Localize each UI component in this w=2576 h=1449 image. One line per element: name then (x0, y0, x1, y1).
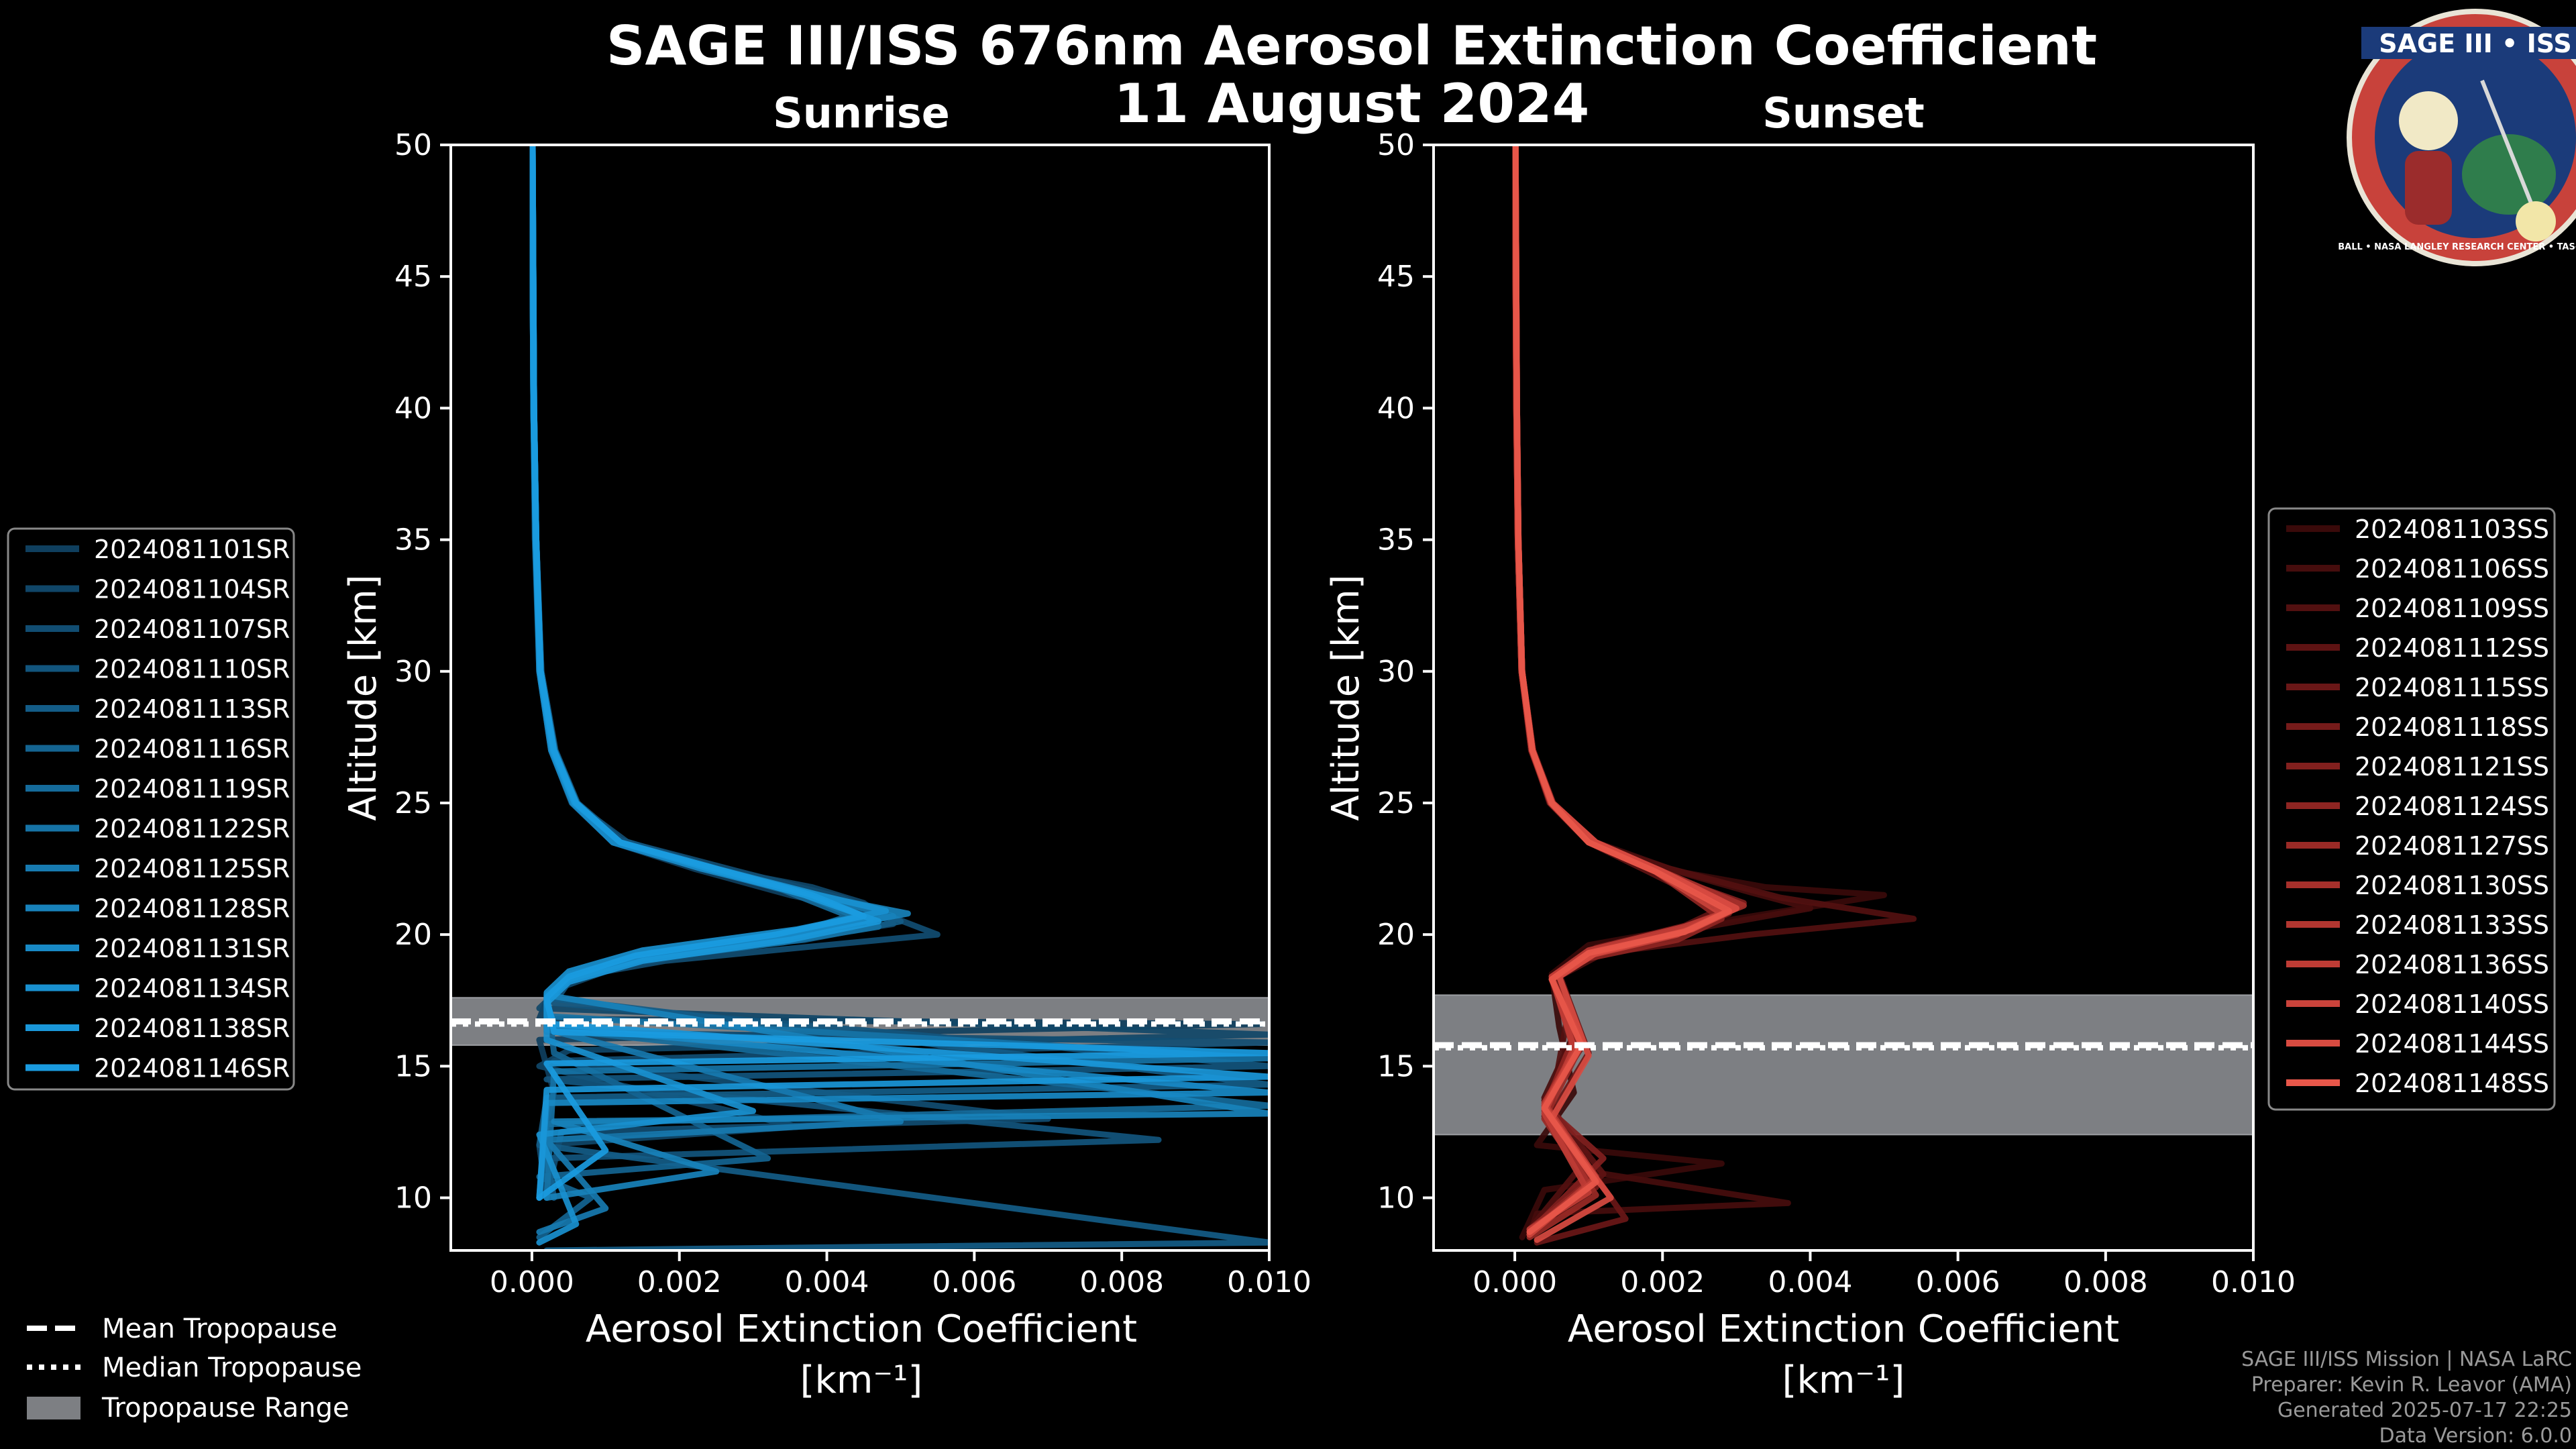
sunset-ytick-label: 10 (1377, 1181, 1415, 1216)
sunrise-xtick-label: 0.006 (932, 1265, 1016, 1299)
sunrise-ylabel: Altitude [km] (341, 574, 385, 820)
tropopause-range-label: Tropopause Range (101, 1393, 350, 1424)
sunrise-ytick-label: 30 (394, 655, 432, 689)
footer-line1: SAGE III/ISS Mission | NASA LaRC (2241, 1348, 2572, 1371)
tropopause-range-swatch (27, 1397, 80, 1419)
sunrise-legend: 2024081101SR 2024081104SR 2024081107SR 2024… (7, 527, 295, 1091)
sunset-panel: Sunset 0.000 0.002 0.004 0.006 0.008 0.010 10… (1324, 89, 2296, 1402)
sunrise-ytick-label: 45 (394, 260, 432, 294)
sunrise-legend-label: 2024081113SR (94, 694, 290, 724)
sunrise-panel-title: Sunrise (773, 89, 950, 138)
sunrise-ytick-label: 10 (394, 1181, 432, 1216)
sunset-ytick-label: 40 (1377, 391, 1415, 425)
sunset-legend-label: 2024081127SS (2355, 831, 2549, 861)
sunset-legend-label: 2024081136SS (2355, 950, 2549, 979)
sunset-xtick-label: 0.010 (2211, 1265, 2296, 1299)
sunset-legend-label: 2024081106SS (2355, 554, 2549, 584)
sunrise-legend-label: 2024081146SR (94, 1054, 290, 1083)
sunrise-panel: Sunrise 0.000 0.002 0.004 0.006 0.008 0.010 1… (341, 89, 1311, 1402)
sunrise-ytick-label: 50 (394, 128, 432, 162)
sunrise-ytick-label: 35 (394, 523, 432, 557)
sunrise-legend-label: 2024081138SR (94, 1014, 290, 1043)
sunset-legend-label: 2024081130SS (2355, 871, 2549, 900)
sunrise-legend-label: 2024081107SR (94, 614, 290, 644)
sunrise-legend-label: 2024081131SR (94, 934, 290, 963)
sunrise-legend-label: 2024081104SR (94, 575, 290, 604)
sunrise-legend-label: 2024081119SR (94, 774, 290, 804)
sunrise-ytick-label: 20 (394, 918, 432, 952)
sunrise-legend-label: 2024081101SR (94, 535, 290, 564)
sunset-xtick-label: 0.002 (1620, 1265, 1705, 1299)
sunset-panel-title: Sunset (1762, 89, 1925, 138)
sunset-legend-label: 2024081112SS (2355, 633, 2549, 663)
sunrise-xtick-label: 0.002 (637, 1265, 722, 1299)
mean-tropopause-label: Mean Tropopause (102, 1313, 337, 1344)
sunrise-ytick-label: 25 (394, 786, 432, 820)
sunrise-plot-frame (449, 144, 1271, 1252)
sage-iii-iss-logo: SAGE III • ISS BALL • NASA LANGLEY RESEA… (2338, 9, 2576, 266)
sunset-ytick-label: 20 (1377, 918, 1415, 952)
sunset-ytick-label: 45 (1377, 260, 1415, 294)
sunset-ytick-label: 50 (1377, 128, 1415, 162)
sunset-legend-label: 2024081118SS (2355, 712, 2549, 742)
sunset-legend-label: 2024081103SS (2355, 515, 2549, 544)
sunrise-xtick-label: 0.008 (1079, 1265, 1164, 1299)
figure-title-line2: 11 August 2024 (1114, 72, 1590, 135)
sunset-legend-label: 2024081148SS (2355, 1069, 2549, 1098)
footer-line4: Data Version: 6.0.0 (2379, 1424, 2572, 1448)
sunset-series-line-2024081148SS (1512, 145, 1732, 1235)
sunrise-legend-label: 2024081122SR (94, 814, 290, 844)
sunset-legend-label: 2024081115SS (2355, 673, 2549, 702)
sunset-ytick-label: 15 (1377, 1049, 1415, 1083)
sunset-ytick-label: 35 (1377, 523, 1415, 557)
sunset-legend-label: 2024081144SS (2355, 1029, 2549, 1059)
logo-ring-text: BALL • NASA LANGLEY RESEARCH CENTER • TA… (2338, 242, 2576, 252)
sunset-xtick-label: 0.008 (2063, 1265, 2148, 1299)
sunset-xtick-label: 0.004 (1768, 1265, 1852, 1299)
footer-line3: Generated 2025-07-17 22:25 (2277, 1399, 2572, 1422)
sunset-xtick-label: 0.000 (1472, 1265, 1557, 1299)
sunset-legend-label: 2024081109SS (2355, 594, 2549, 623)
median-tropopause-label: Median Tropopause (102, 1352, 362, 1383)
sunrise-xtick-label: 0.000 (490, 1265, 574, 1299)
sunset-plot-frame (1432, 144, 2255, 1252)
footer-line2: Preparer: Kevin R. Leavor (AMA) (2251, 1373, 2572, 1397)
sunset-xlabel: Aerosol Extinction Coefficient (1568, 1307, 2119, 1351)
sunrise-ytick-label: 40 (394, 391, 432, 425)
tropopause-legend: Mean Tropopause Median Tropopause Tropop… (27, 1313, 362, 1424)
sunrise-legend-label: 2024081125SR (94, 854, 290, 883)
sunset-legend-label: 2024081121SS (2355, 752, 2549, 782)
sunset-ytick-label: 30 (1377, 655, 1415, 689)
sunset-ytick-label: 25 (1377, 786, 1415, 820)
sunset-legend: 2024081103SS 2024081106SS 2024081109SS 2024… (2267, 507, 2556, 1111)
sunset-legend-label: 2024081140SS (2355, 989, 2549, 1019)
sunrise-legend-label: 2024081110SR (94, 655, 290, 684)
sunrise-xlabel: Aerosol Extinction Coefficient (586, 1307, 1137, 1351)
sunrise-legend-label: 2024081134SR (94, 974, 290, 1004)
sunrise-xtick-label: 0.010 (1227, 1265, 1311, 1299)
footer-credits: SAGE III/ISS Mission | NASA LaRC Prepare… (2241, 1348, 2572, 1448)
sunset-xunit: [km⁻¹] (1782, 1358, 1905, 1402)
sunrise-ytick-label: 15 (394, 1049, 432, 1083)
sunrise-xtick-label: 0.004 (785, 1265, 869, 1299)
sunset-ylabel: Altitude [km] (1324, 574, 1368, 820)
figure-title-line1: SAGE III/ISS 676nm Aerosol Extinction Co… (606, 15, 2097, 77)
sunset-legend-label: 2024081124SS (2355, 792, 2549, 821)
sunrise-series-line-2024081146SR (529, 145, 1269, 1201)
sunrise-legend-label: 2024081128SR (94, 894, 290, 924)
sunset-xtick-label: 0.006 (1916, 1265, 2000, 1299)
logo-title-text: SAGE III • ISS (2379, 29, 2572, 58)
sunrise-legend-label: 2024081116SR (94, 735, 290, 764)
sunset-legend-label: 2024081133SS (2355, 910, 2549, 940)
sunrise-xunit: [km⁻¹] (800, 1358, 923, 1402)
